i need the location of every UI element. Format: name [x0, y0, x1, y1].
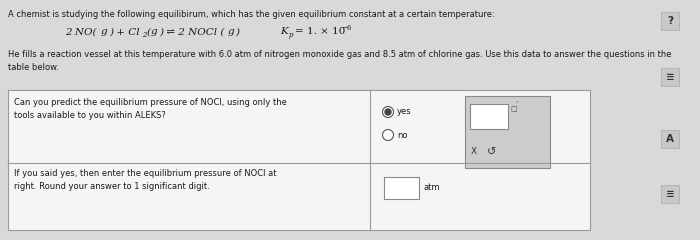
FancyBboxPatch shape	[470, 104, 508, 129]
Text: ) ⇌ 2 NOCl (: ) ⇌ 2 NOCl (	[159, 28, 225, 36]
Text: ?: ?	[667, 16, 673, 26]
Text: no: no	[397, 131, 407, 139]
Text: = 1. × 10: = 1. × 10	[295, 28, 345, 36]
Text: g: g	[151, 28, 158, 36]
Text: A: A	[666, 134, 674, 144]
Text: Can you predict the equilibrium pressure of NOCl, using ​only​ the
tools availab: Can you predict the equilibrium pressure…	[14, 98, 287, 120]
Text: ≡: ≡	[666, 189, 674, 199]
Text: (: (	[147, 28, 151, 36]
FancyBboxPatch shape	[661, 12, 679, 30]
Text: A chemist is studying the following equilibirum, which has the given equilibrium: A chemist is studying the following equi…	[8, 10, 495, 19]
FancyBboxPatch shape	[384, 177, 419, 199]
FancyBboxPatch shape	[661, 185, 679, 203]
Text: He fills a reaction vessel at this temperature with 6.0 atm of nitrogen monoxide: He fills a reaction vessel at this tempe…	[8, 50, 671, 72]
Text: 2: 2	[142, 31, 146, 39]
Text: °: °	[516, 102, 519, 107]
FancyBboxPatch shape	[8, 90, 590, 230]
Text: g: g	[101, 28, 108, 36]
Text: p: p	[289, 31, 293, 39]
Circle shape	[382, 130, 393, 140]
FancyBboxPatch shape	[661, 68, 679, 86]
Text: ): )	[235, 28, 239, 36]
Text: If you said yes, then enter the equilibrium pressure of NOCl at
right. Round you: If you said yes, then enter the equilibr…	[14, 169, 276, 191]
Text: g: g	[228, 28, 235, 36]
Text: ) + Cl: ) + Cl	[109, 28, 139, 36]
Text: atm: atm	[424, 183, 440, 192]
Circle shape	[385, 109, 391, 115]
Text: −6: −6	[341, 24, 351, 32]
Text: yes: yes	[397, 108, 412, 116]
Circle shape	[382, 107, 393, 118]
FancyBboxPatch shape	[465, 96, 550, 168]
Text: K: K	[280, 28, 288, 36]
Text: 2 NO(: 2 NO(	[65, 28, 97, 36]
Text: ↺: ↺	[487, 147, 497, 157]
Text: ≡: ≡	[666, 72, 674, 82]
FancyBboxPatch shape	[661, 130, 679, 148]
Text: □: □	[510, 106, 517, 112]
Text: X: X	[471, 148, 477, 156]
